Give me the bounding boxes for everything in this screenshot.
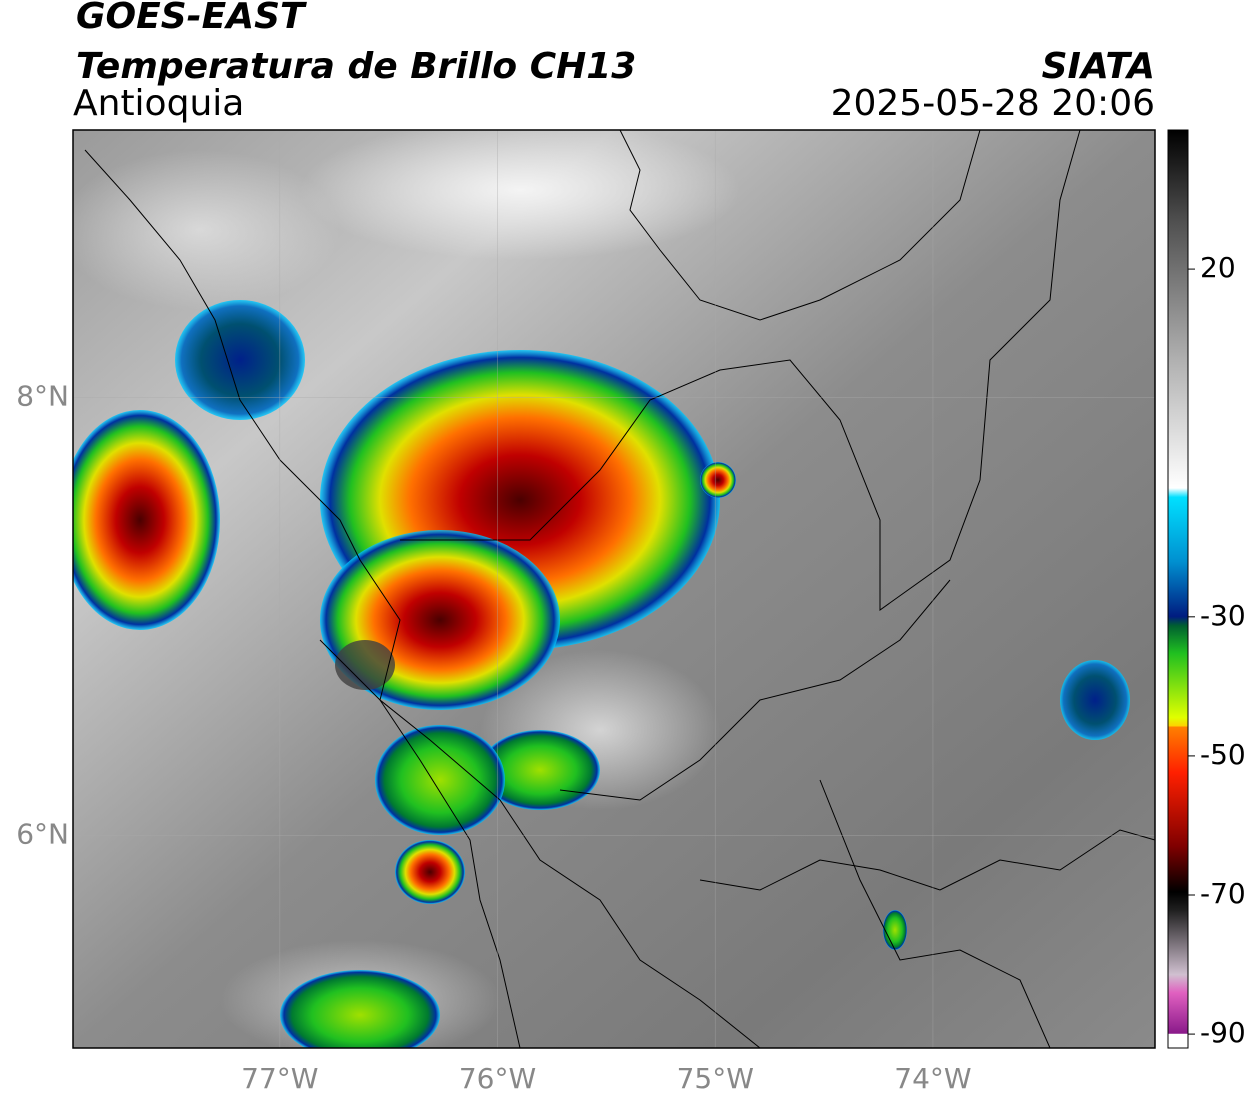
y-tick-label: 8°N	[16, 379, 69, 412]
product-title: Temperatura de Brillo CH13	[76, 46, 636, 87]
x-tick-label: 77°W	[241, 1062, 318, 1095]
colorbar-tick-label: -90	[1200, 1016, 1246, 1049]
x-tick-label: 75°W	[677, 1062, 754, 1095]
region-label: Antioquia	[73, 83, 244, 124]
graticule	[73, 130, 1155, 1048]
x-tick-label: 74°W	[894, 1062, 971, 1095]
colorbar-tick-label: -50	[1200, 738, 1246, 771]
colorbar-tick-label: 20	[1200, 251, 1236, 284]
satellite-title: GOES-EAST	[76, 0, 307, 37]
colorbar-tick-label: -70	[1200, 877, 1246, 910]
colorbar-tick-label: -30	[1200, 599, 1246, 632]
x-tick-label: 76°W	[459, 1062, 536, 1095]
datetime-label: 2025-05-28 20:06	[831, 83, 1155, 124]
source-label: SIATA	[1042, 46, 1155, 87]
map-frame	[72, 129, 1156, 1049]
y-tick-label: 6°N	[16, 817, 69, 850]
satellite-image	[73, 130, 1155, 1048]
colorbar	[1167, 129, 1189, 1049]
